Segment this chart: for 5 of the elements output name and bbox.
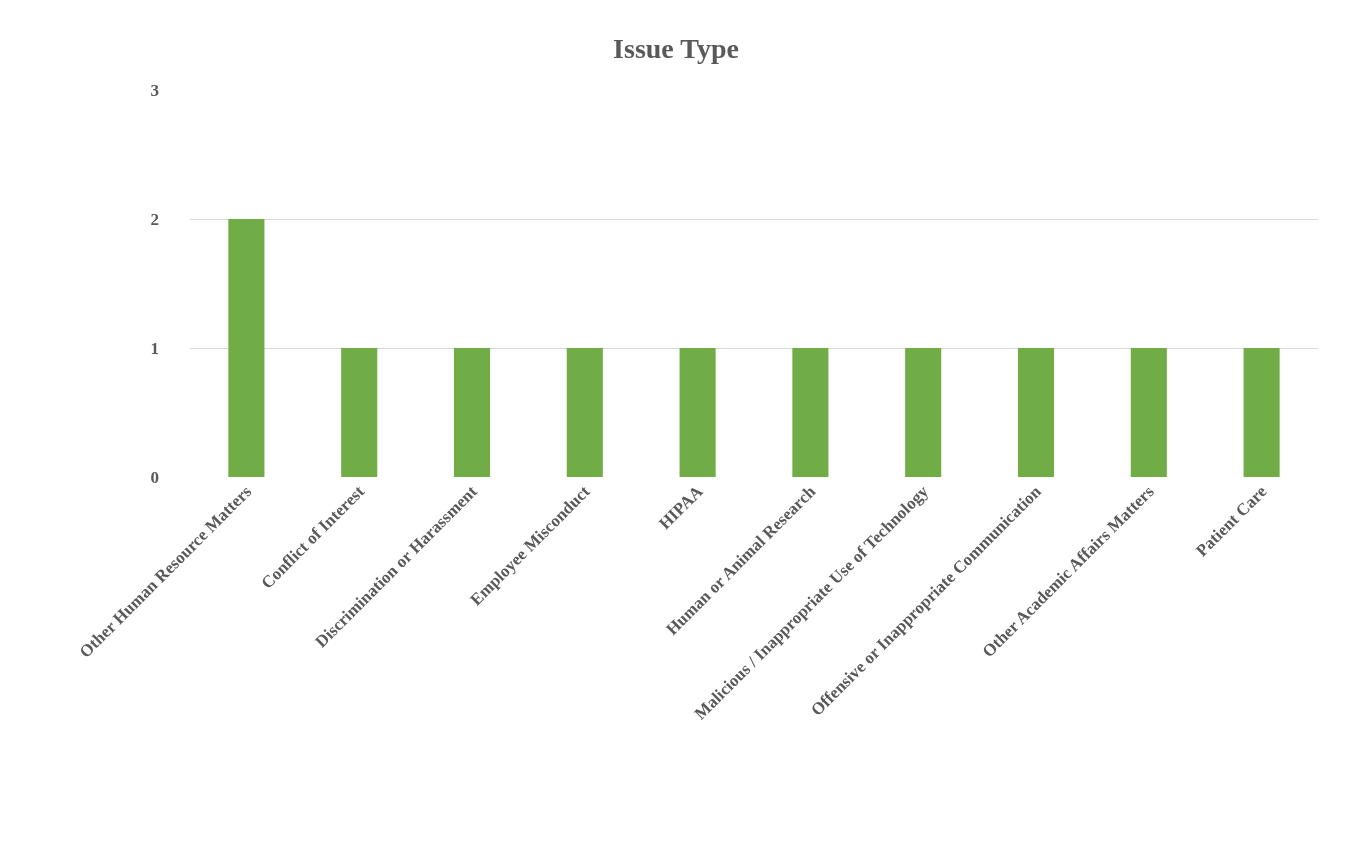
y-tick-label: 3 xyxy=(150,80,159,100)
y-tick-label: 2 xyxy=(150,209,159,229)
y-tick-label: 0 xyxy=(150,467,159,487)
y-tick-label: 1 xyxy=(150,338,159,358)
chart-title: Issue Type xyxy=(613,32,739,64)
